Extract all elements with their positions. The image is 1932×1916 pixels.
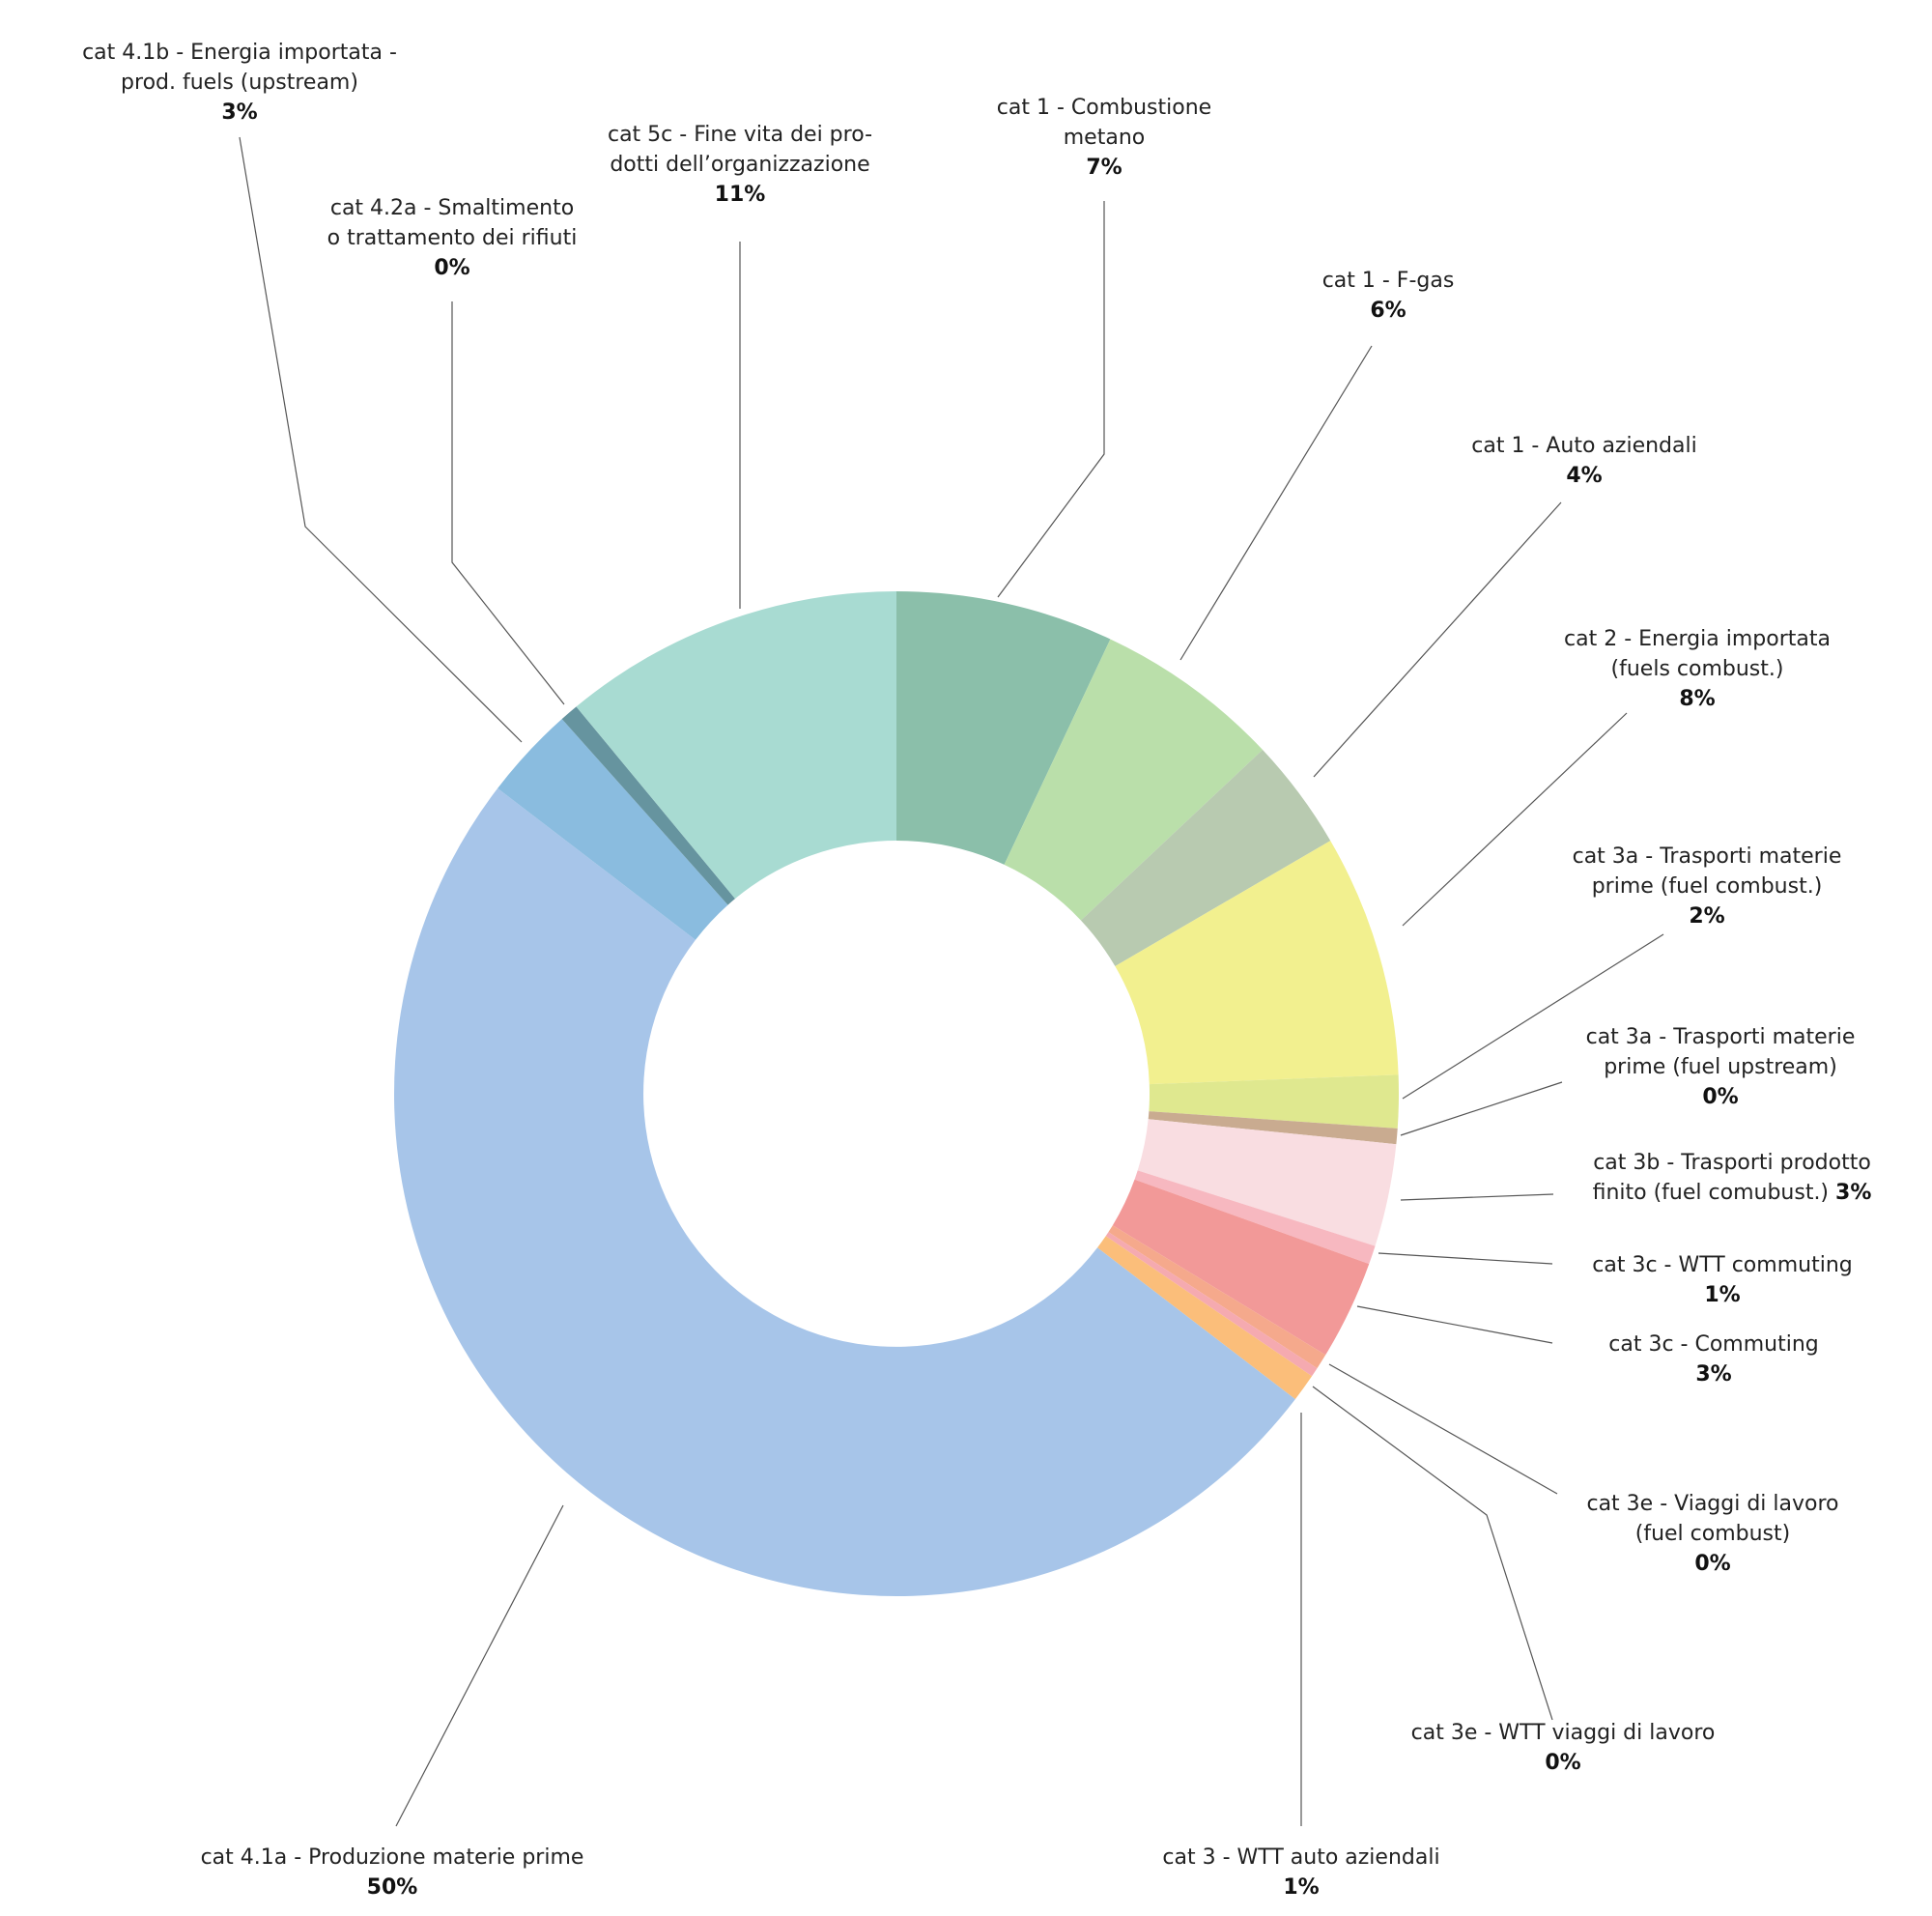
slice-percent: 3% xyxy=(221,100,257,125)
slice-label: cat 4.1b - Energia importata - xyxy=(82,41,397,65)
slice-label: cat 1 - Combustione xyxy=(997,96,1211,120)
leader-line xyxy=(1312,1386,1553,1721)
slice-label: metano xyxy=(1064,126,1145,150)
slice-percent: 0% xyxy=(434,256,469,280)
slice-cat-3-wtt-auto-aziendali xyxy=(1097,1236,1313,1400)
leader-line xyxy=(1400,1081,1563,1136)
leader-line xyxy=(1400,1193,1554,1201)
slice-label: cat 3c - Commuting xyxy=(1608,1332,1819,1357)
slice-label: cat 5c - Fine vita dei pro- xyxy=(608,123,872,147)
slice-label: o trattamento dei rifiuti xyxy=(327,226,578,250)
slice-labels: cat 1 - Combustione metano 7% cat 1 - F-gas… xyxy=(82,41,1871,1900)
slice-label: cat 3e - WTT viaggi di lavoro xyxy=(1411,1721,1716,1745)
slice-percent: 3% xyxy=(1695,1362,1731,1387)
slice-cat-3c-wtt-commuting xyxy=(1134,1170,1376,1265)
slice-label: cat 3e - Viaggi di lavoro xyxy=(1586,1492,1838,1516)
slice-percent: 1% xyxy=(1283,1875,1319,1900)
slice-percent: 3% xyxy=(1835,1181,1871,1205)
slice-cat-3e-viaggi-di-lavoro xyxy=(1108,1225,1326,1369)
slice-cat-3b-trasporti-prodotto xyxy=(1137,1119,1397,1246)
leader-line xyxy=(1402,712,1628,927)
leader-line xyxy=(1328,1363,1558,1495)
slice-label: cat 3b - Trasporti prodotto xyxy=(1593,1151,1871,1175)
slice-cat-5c-fine-vita-dei-pro xyxy=(576,591,896,900)
slice-cat-3c-commuting xyxy=(1112,1179,1370,1356)
slice-label: cat 2 - Energia importata xyxy=(1564,627,1831,651)
leader-line xyxy=(1179,345,1373,661)
slice-percent: 8% xyxy=(1679,687,1715,711)
slice-label: finito (fuel comubust.) 3% xyxy=(1593,1181,1872,1205)
slice-percent: 0% xyxy=(1694,1552,1730,1576)
slice-label: cat 3 - WTT auto aziendali xyxy=(1162,1845,1439,1870)
slice-cat-2-energia-importata xyxy=(1115,841,1399,1085)
slice-label: prime (fuel upstream) xyxy=(1604,1055,1837,1079)
slice-label: (fuels combust.) xyxy=(1611,657,1784,681)
slice-label: cat 3c - WTT commuting xyxy=(1592,1253,1852,1277)
slice-label: (fuel combust) xyxy=(1635,1522,1790,1546)
slice-percent: 2% xyxy=(1689,904,1724,929)
slice-label: cat 1 - Auto aziendali xyxy=(1471,434,1696,458)
slice-label: cat 3a - Trasporti materie xyxy=(1586,1025,1856,1049)
slice-cat-4-2a-smaltimento xyxy=(561,706,735,905)
donut-slices xyxy=(394,591,1399,1596)
slice-label: cat 3a - Trasporti materie xyxy=(1573,844,1842,869)
slice-percent: 11% xyxy=(715,183,766,207)
slice-cat-1-f-gas xyxy=(1004,639,1264,921)
slice-cat-4-1b-energia-importata xyxy=(497,719,728,940)
slice-percent: 4% xyxy=(1566,464,1602,488)
slice-percent: 0% xyxy=(1702,1085,1738,1109)
slice-cat-1-auto-aziendali xyxy=(1080,750,1331,967)
leader-line xyxy=(1313,501,1562,778)
leader-line xyxy=(1402,933,1664,1100)
leader-line xyxy=(1356,1305,1553,1344)
leader-line xyxy=(239,136,523,743)
leader-line xyxy=(395,1504,564,1827)
slice-cat-4-1a-produzione-materie-prime xyxy=(394,787,1295,1596)
leader-line xyxy=(1378,1252,1553,1265)
slice-cat-3a-trasporti-materie xyxy=(1148,1111,1398,1145)
slice-percent: 7% xyxy=(1086,156,1122,180)
slice-label: cat 1 - F-gas xyxy=(1322,269,1455,293)
leader-lines xyxy=(239,136,1664,1827)
slice-percent: 50% xyxy=(367,1875,418,1900)
slice-percent: 6% xyxy=(1370,299,1406,323)
slice-cat-3e-wtt-viaggi-di-lavoro xyxy=(1105,1232,1318,1377)
slice-cat-3a-trasporti-materie xyxy=(1149,1074,1399,1129)
slice-label: prime (fuel combust.) xyxy=(1592,874,1823,899)
leader-line xyxy=(997,201,1105,598)
slice-label: cat 4.2a - Smaltimento xyxy=(330,196,574,220)
slice-label: cat 4.1a - Produzione materie prime xyxy=(201,1845,584,1870)
leader-line xyxy=(451,301,565,705)
slice-cat-1-combustione xyxy=(896,591,1111,865)
slice-label: dotti dell’organizzazione xyxy=(610,153,869,177)
slice-percent: 1% xyxy=(1704,1283,1740,1307)
slice-percent: 0% xyxy=(1545,1751,1580,1775)
slice-label: prod. fuels (upstream) xyxy=(121,71,358,95)
